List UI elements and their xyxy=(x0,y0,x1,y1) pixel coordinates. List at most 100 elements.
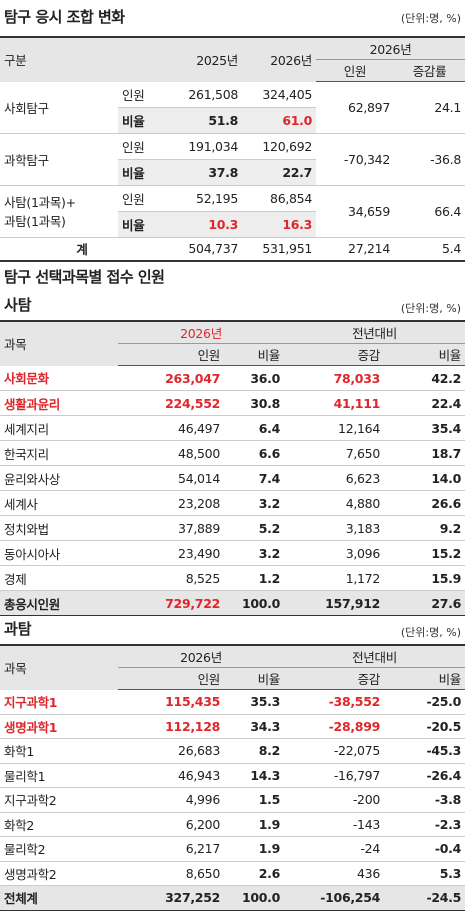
cell: 23,208 xyxy=(118,490,224,516)
row: 경제 8,525 1.2 1,172 15.9 xyxy=(0,565,465,591)
header-row: 인원 비율 증감 비율 xyxy=(0,667,465,690)
cell: 66.4 xyxy=(394,185,465,238)
cell: 35.4 xyxy=(384,415,465,441)
cell: 224,552 xyxy=(118,390,224,416)
row-label: 과학탐구 xyxy=(4,152,49,168)
header-cell: 비율 xyxy=(224,667,284,690)
row: 과학탐구 인원 191,034 120,692 -70,342 -36.8 xyxy=(0,133,465,186)
header-cell: 증감 xyxy=(284,667,384,690)
table-body: 지구과학1 115,435 35.3 -38,552 -25.0 생명과학1 112,128… xyxy=(0,689,465,911)
cell: 324,405 xyxy=(242,81,316,108)
cell: 사회탐구 xyxy=(0,81,118,134)
cell: 9.2 xyxy=(384,515,465,541)
cell: 2.6 xyxy=(224,861,284,886)
cell: 100.0 xyxy=(224,885,284,911)
cell: 78,033 xyxy=(284,365,384,391)
cell: -26.4 xyxy=(384,763,465,788)
header-cell: 2026년 xyxy=(118,320,284,344)
cell: 48,500 xyxy=(118,440,224,466)
cell: -2.3 xyxy=(384,812,465,837)
cell: 8,650 xyxy=(118,861,224,886)
row: 화학1 26,683 8.2 -22,075 -45.3 xyxy=(0,738,465,764)
cell: 1.9 xyxy=(224,812,284,837)
cell: 14.3 xyxy=(224,763,284,788)
cell: 3.2 xyxy=(224,490,284,516)
row: 정치와법 37,889 5.2 3,183 9.2 xyxy=(0,515,465,541)
header-row: 인원 증감률 xyxy=(0,59,465,82)
total-row: 전체계 327,252 100.0 -106,254 -24.5 xyxy=(0,885,465,911)
header-cell: 구분 xyxy=(0,36,164,82)
cell: 191,034 xyxy=(164,133,242,160)
cell: 1,172 xyxy=(284,565,384,591)
cell: 15.9 xyxy=(384,565,465,591)
cell: 34.3 xyxy=(224,714,284,739)
cell: 화학2 xyxy=(0,812,118,837)
cell: 86,854 xyxy=(242,185,316,212)
table-header: 구분 2025년 2026년 2026년 인원 증감률 xyxy=(0,36,465,82)
header-cell: 과목 xyxy=(0,320,118,366)
cell: 14.0 xyxy=(384,465,465,491)
cell: 10.3 xyxy=(164,211,242,238)
cell: 15.2 xyxy=(384,540,465,566)
cell: 22.7 xyxy=(242,159,316,186)
cell: 6,217 xyxy=(118,836,224,862)
cell: 6.4 xyxy=(224,415,284,441)
cell: 사탐(1과목)+ 과탐(1과목) xyxy=(0,185,118,238)
cell: 3,183 xyxy=(284,515,384,541)
cell: -25.0 xyxy=(384,689,465,715)
cell: 100.0 xyxy=(224,590,284,616)
header-row: 구분 2025년 2026년 2026년 xyxy=(0,36,465,82)
subtitle: 사탐 xyxy=(4,296,32,314)
table: 과목 2026년 전년대비 인원 비율 증감 비율 지구과학1 115,435 35.3 -38,5… xyxy=(0,644,465,911)
cell: 경제 xyxy=(0,565,118,591)
cell: 지구과학1 xyxy=(0,689,118,715)
cell: -22,075 xyxy=(284,738,384,764)
cell: 46,943 xyxy=(118,763,224,788)
header-cell: 2026년 xyxy=(316,36,465,60)
cell: 인원 xyxy=(118,185,164,212)
cell: 4,996 xyxy=(118,787,224,813)
cell: 세계사 xyxy=(0,490,118,516)
cell: 41,111 xyxy=(284,390,384,416)
cell: 16.3 xyxy=(242,211,316,238)
cell: 37,889 xyxy=(118,515,224,541)
row: 윤리와사상 54,014 7.4 6,623 14.0 xyxy=(0,465,465,491)
cell: 61.0 xyxy=(242,107,316,134)
row: 비율 37.8 22.7 xyxy=(0,159,465,186)
row: 지구과학1 115,435 35.3 -38,552 -25.0 xyxy=(0,689,465,715)
header-cell: 2025년 xyxy=(164,36,242,82)
cell: 52,195 xyxy=(164,185,242,212)
row: 사회탐구 인원 261,508 324,405 62,897 24.1 xyxy=(0,81,465,134)
cell: -16,797 xyxy=(284,763,384,788)
header-cell: 비율 xyxy=(384,667,465,690)
cell: 정치와법 xyxy=(0,515,118,541)
row: 세계사 23,208 3.2 4,880 26.6 xyxy=(0,490,465,516)
cell: 5.3 xyxy=(384,861,465,886)
cell: 5.2 xyxy=(224,515,284,541)
cell: 27,214 xyxy=(316,237,394,261)
cell: -200 xyxy=(284,787,384,813)
subtitle: 과탐 xyxy=(4,620,32,638)
row: 생활과윤리 224,552 30.8 41,111 22.4 xyxy=(0,390,465,416)
table-body: 사회탐구 인원 261,508 324,405 62,897 24.1 비율 51.8 61.0… xyxy=(0,81,465,261)
cell: -70,342 xyxy=(316,133,394,186)
row: 사탐(1과목)+ 과탐(1과목) 인원 52,195 86,854 34,659 66.4 xyxy=(0,185,465,238)
cell: 물리학1 xyxy=(0,763,118,788)
row-label: 사탐(1과목)+ xyxy=(4,195,76,210)
cell: 261,508 xyxy=(164,81,242,108)
title: 탐구 선택과목별 접수 인원 xyxy=(4,268,165,286)
header-cell: 인원 xyxy=(118,667,224,690)
cell: 27.6 xyxy=(384,590,465,616)
cell: -24.5 xyxy=(384,885,465,911)
cell: 화학1 xyxy=(0,738,118,764)
cell: 7,650 xyxy=(284,440,384,466)
cell: 436 xyxy=(284,861,384,886)
cell: 1.5 xyxy=(224,787,284,813)
row: 한국지리 48,500 6.6 7,650 18.7 xyxy=(0,440,465,466)
cell: 327,252 xyxy=(118,885,224,911)
cell: 1.2 xyxy=(224,565,284,591)
header-cell: 2026년 xyxy=(242,36,316,82)
cell: 51.8 xyxy=(164,107,242,134)
cell: 1.9 xyxy=(224,836,284,862)
header-cell: 비율 xyxy=(224,343,284,366)
